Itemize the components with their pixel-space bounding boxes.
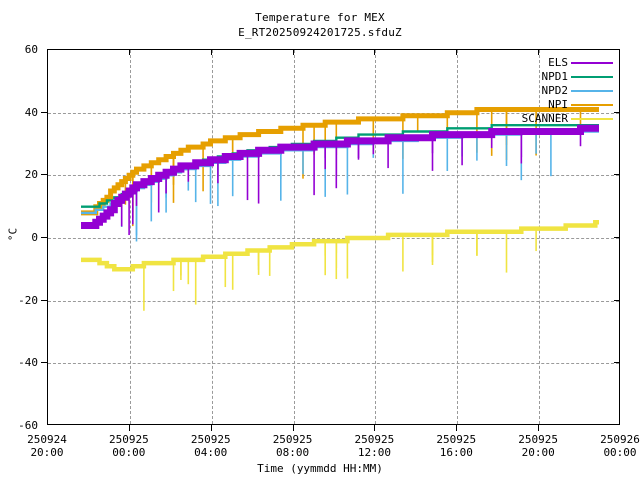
chart-title-block: Temperature for MEX E_RT20250924201725.s…: [0, 10, 640, 40]
x-tick-time: 08:00: [276, 446, 310, 459]
y-axis-tick-label: -60: [18, 419, 38, 432]
x-axis-tick: [456, 425, 458, 431]
series-line: [81, 107, 599, 216]
series-scanner: [81, 220, 599, 311]
y-axis-tick: [41, 237, 47, 238]
x-axis-tick-label: 250924 20:00: [2, 433, 92, 459]
legend-color-swatch: [571, 62, 613, 64]
x-axis-tick: [374, 425, 376, 431]
x-axis-tick-top: [374, 49, 376, 55]
legend-color-swatch: [571, 118, 613, 120]
legend-label: SCANNER: [521, 112, 568, 125]
x-axis-tick-label: 250925 20:00: [493, 433, 583, 459]
gridline-vertical: [293, 50, 295, 424]
y-axis-tick: [41, 174, 47, 176]
chart-subtitle: E_RT20250924201725.sfduZ: [238, 26, 402, 39]
y-axis-tick-right: [614, 111, 620, 113]
y-axis-tick-label: 0: [31, 231, 38, 244]
x-tick-date: 250925: [190, 433, 231, 446]
legend-color-swatch: [571, 76, 613, 78]
x-tick-date: 250926: [600, 433, 640, 446]
gridline-vertical: [457, 50, 459, 424]
gridline-vertical: [539, 50, 541, 424]
x-axis-tick-top: [210, 49, 212, 55]
legend-label: NPD2: [541, 84, 569, 97]
y-axis-tick-label: 60: [24, 43, 38, 56]
legend-label: NPI: [548, 98, 568, 111]
x-axis-tick-label: 250925 16:00: [411, 433, 501, 459]
gridline-horizontal: [48, 175, 619, 177]
plot-area: [47, 49, 620, 425]
x-axis-tick-label: 250925 08:00: [248, 433, 338, 459]
x-axis-tick-label: 250925 12:00: [329, 433, 419, 459]
y-axis-tick-right: [614, 299, 620, 301]
gridline-horizontal: [48, 300, 619, 302]
legend-item-npd2[interactable]: NPD2: [470, 84, 615, 98]
gridline-horizontal: [48, 363, 619, 365]
x-axis-tick-top: [456, 49, 458, 55]
x-axis-tick-label: 250926 00:00: [575, 433, 640, 459]
x-tick-time: 04:00: [194, 446, 228, 459]
y-axis-tick-label: 40: [24, 105, 38, 119]
y-axis-tick: [41, 111, 47, 113]
y-axis-title: °C: [6, 227, 20, 242]
y-axis-tick: [41, 362, 47, 364]
x-axis-tick-top: [292, 49, 294, 55]
legend-item-scanner[interactable]: SCANNER: [470, 112, 615, 126]
x-tick-date: 250925: [518, 433, 559, 446]
legend-color-swatch: [571, 104, 613, 106]
x-tick-date: 250925: [272, 433, 313, 446]
x-axis-tick-label: 250925 00:00: [84, 433, 174, 459]
gridline-vertical: [129, 50, 131, 424]
x-axis-tick: [210, 425, 212, 431]
x-tick-time: 00:00: [603, 446, 637, 459]
x-tick-time: 20:00: [521, 446, 555, 459]
legend: ELS NPD1 NPD2 NPI SCANNER: [470, 56, 615, 126]
series-line: [81, 124, 599, 229]
x-axis-tick: [128, 425, 130, 431]
legend-item-npd1[interactable]: NPD1: [470, 70, 615, 84]
legend-label: NPD1: [541, 70, 569, 83]
x-tick-date: 250925: [108, 433, 149, 446]
x-tick-time: 12:00: [357, 446, 391, 459]
legend-item-npi[interactable]: NPI: [470, 98, 615, 112]
legend-label: ELS: [548, 56, 568, 69]
data-series-layer: [81, 107, 599, 311]
x-axis-tick-top: [128, 49, 130, 55]
legend-color-swatch: [571, 90, 613, 92]
series-line: [81, 220, 599, 272]
x-axis-tick: [292, 425, 294, 431]
x-tick-date: 250925: [436, 433, 477, 446]
y-axis-tick-right: [614, 174, 620, 176]
gridline-horizontal: [48, 238, 619, 239]
x-axis-tick-label: 250925 04:00: [166, 433, 256, 459]
y-axis-tick-label: 20: [24, 168, 38, 182]
x-tick-date: 250925: [354, 433, 395, 446]
y-axis-tick: [41, 299, 47, 301]
x-tick-time: 00:00: [112, 446, 146, 459]
x-tick-time: 20:00: [30, 446, 64, 459]
y-axis-tick-label: -40: [18, 356, 38, 370]
x-tick-time: 16:00: [439, 446, 473, 459]
x-axis-title: Time (yymmdd HH:MM): [257, 462, 383, 475]
y-axis-tick-right: [614, 237, 620, 238]
x-axis-tick: [538, 425, 540, 431]
x-tick-date: 250924: [27, 433, 67, 446]
x-axis-tick-top: [538, 49, 540, 55]
legend-item-els[interactable]: ELS: [470, 56, 615, 70]
gridline-horizontal: [48, 112, 619, 114]
chart-title: Temperature for MEX: [255, 11, 385, 24]
series-els: [81, 124, 599, 236]
gridline-vertical: [211, 50, 213, 424]
y-axis-tick-right: [614, 362, 620, 364]
y-axis-tick-label: -20: [18, 293, 38, 307]
